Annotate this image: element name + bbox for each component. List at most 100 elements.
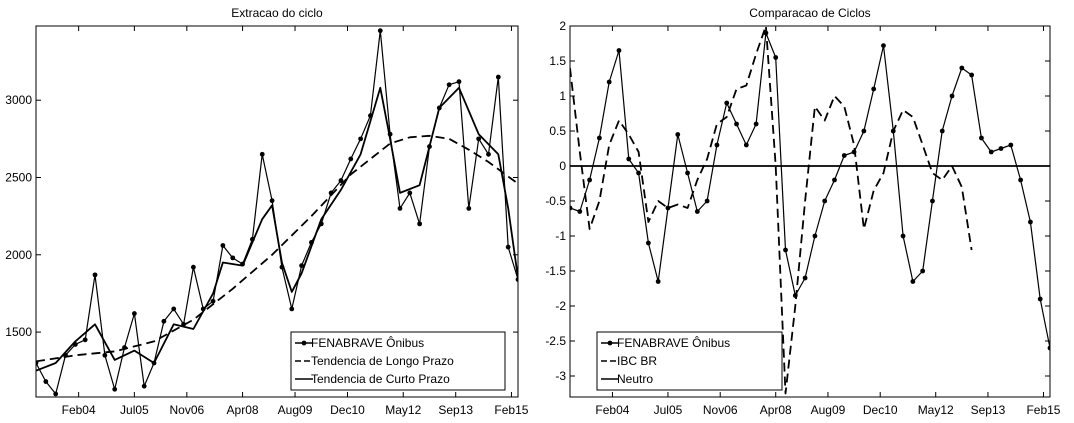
- y-tick-label: 0.5: [549, 124, 566, 138]
- y-tick-label: 1: [559, 89, 566, 103]
- data-point: [734, 121, 739, 127]
- data-point: [338, 178, 344, 183]
- data-point: [53, 391, 59, 397]
- data-point: [724, 100, 730, 106]
- y-tick-label: 0: [559, 159, 566, 173]
- data-point: [939, 128, 945, 134]
- data-point: [645, 240, 651, 246]
- series-group: [36, 28, 518, 397]
- x-tick-label: Dec10: [863, 403, 898, 417]
- data-point: [606, 79, 612, 85]
- data-point: [289, 306, 295, 312]
- data-point: [1047, 345, 1050, 351]
- data-point: [230, 255, 236, 261]
- data-point: [397, 206, 403, 211]
- data-point: [210, 298, 216, 304]
- data-point: [102, 352, 108, 358]
- data-point: [476, 136, 482, 142]
- y-tick-label: -2.5: [545, 334, 566, 348]
- data-point: [969, 72, 975, 78]
- legend: FENABRAVE Ônibus Tendencia de Longo Prazo…: [290, 331, 506, 391]
- data-point: [43, 379, 49, 384]
- data-point: [616, 48, 622, 53]
- data-point: [92, 272, 98, 278]
- x-tick-label: Apr08: [760, 403, 792, 417]
- data-point: [596, 135, 602, 141]
- data-point: [694, 209, 700, 214]
- data-point: [570, 205, 573, 211]
- chart-title: Comparacao de Ciclos: [749, 6, 870, 20]
- data-point: [259, 151, 265, 157]
- x-tick-label: Apr08: [227, 403, 259, 417]
- data-point: [141, 383, 147, 389]
- x-tick-label: Sep13: [971, 403, 1006, 417]
- legend-series-2-label: Tendencia de Longo Prazo: [311, 354, 454, 368]
- data-point: [377, 28, 383, 34]
- data-point: [112, 386, 118, 392]
- data-point: [82, 337, 88, 343]
- data-point: [832, 177, 837, 183]
- y-tick-label: -0.5: [545, 194, 566, 208]
- x-tick-label: Aug09: [278, 403, 313, 417]
- data-point: [1037, 296, 1043, 302]
- legend-box: [596, 331, 783, 391]
- data-point: [1028, 219, 1033, 225]
- data-point: [348, 156, 354, 162]
- data-point: [959, 65, 965, 71]
- data-point: [505, 244, 511, 250]
- data-point: [161, 318, 167, 324]
- data-point: [1018, 177, 1024, 183]
- x-tick-label: Feb15: [1026, 403, 1060, 417]
- data-point: [685, 170, 690, 176]
- x-tick-label: Jul05: [120, 403, 149, 417]
- x-tick-label: Sep13: [438, 403, 473, 417]
- x-tick-label: Nov06: [703, 403, 738, 417]
- axes-box: [35, 25, 519, 398]
- y-tick-label: 2: [559, 19, 566, 33]
- data-point: [220, 243, 226, 248]
- data-point: [979, 135, 984, 141]
- data-point: [704, 198, 710, 204]
- y-tick-label: 1.5: [549, 54, 566, 68]
- data-point: [299, 263, 304, 269]
- data-point: [190, 264, 196, 270]
- data-point: [1008, 142, 1014, 148]
- data-point: [930, 198, 935, 204]
- y-tick-label: -1.5: [545, 264, 566, 278]
- data-point: [417, 221, 423, 227]
- data-point: [495, 74, 501, 80]
- data-point: [773, 55, 779, 60]
- legend-fenabrave-marker: [301, 340, 307, 346]
- legend-series-2-label: IBC BR: [617, 354, 657, 368]
- y-tick-label: 2500: [5, 170, 32, 184]
- data-point: [900, 233, 906, 239]
- data-point: [456, 79, 462, 85]
- data-point: [881, 43, 886, 48]
- chart-comparacao-de-ciclos: Comparacao de Ciclos -3 -2.5 -2 -1.5 -1 -0.5 0 0…: [545, 6, 1060, 417]
- y-tick-label: -1: [555, 229, 566, 243]
- chart-extracao-do-ciclo: Extracao do ciclo 1500 2000 2500 3000 Feb04 Ju…: [5, 6, 528, 417]
- data-point: [486, 151, 491, 157]
- x-tick-label: Nov06: [169, 403, 204, 417]
- data-point: [841, 153, 847, 158]
- data-point: [577, 209, 583, 214]
- legend-series-3-label: Neutro: [617, 372, 653, 386]
- legend-box: [290, 331, 506, 391]
- data-point: [812, 233, 818, 239]
- data-point: [743, 142, 749, 148]
- data-point: [920, 268, 926, 274]
- data-point: [269, 198, 275, 204]
- data-point: [802, 275, 808, 281]
- series-line-2: [570, 26, 973, 395]
- series-line-2: [36, 134, 518, 363]
- data-point: [675, 132, 681, 137]
- data-point: [407, 190, 413, 196]
- y-tick-label: -3: [555, 369, 566, 383]
- y-tick-label: 3000: [5, 93, 32, 107]
- x-tick-label: Dec10: [330, 403, 365, 417]
- data-point: [871, 86, 877, 92]
- data-point: [466, 206, 472, 211]
- data-point: [131, 311, 137, 316]
- data-point: [636, 170, 641, 176]
